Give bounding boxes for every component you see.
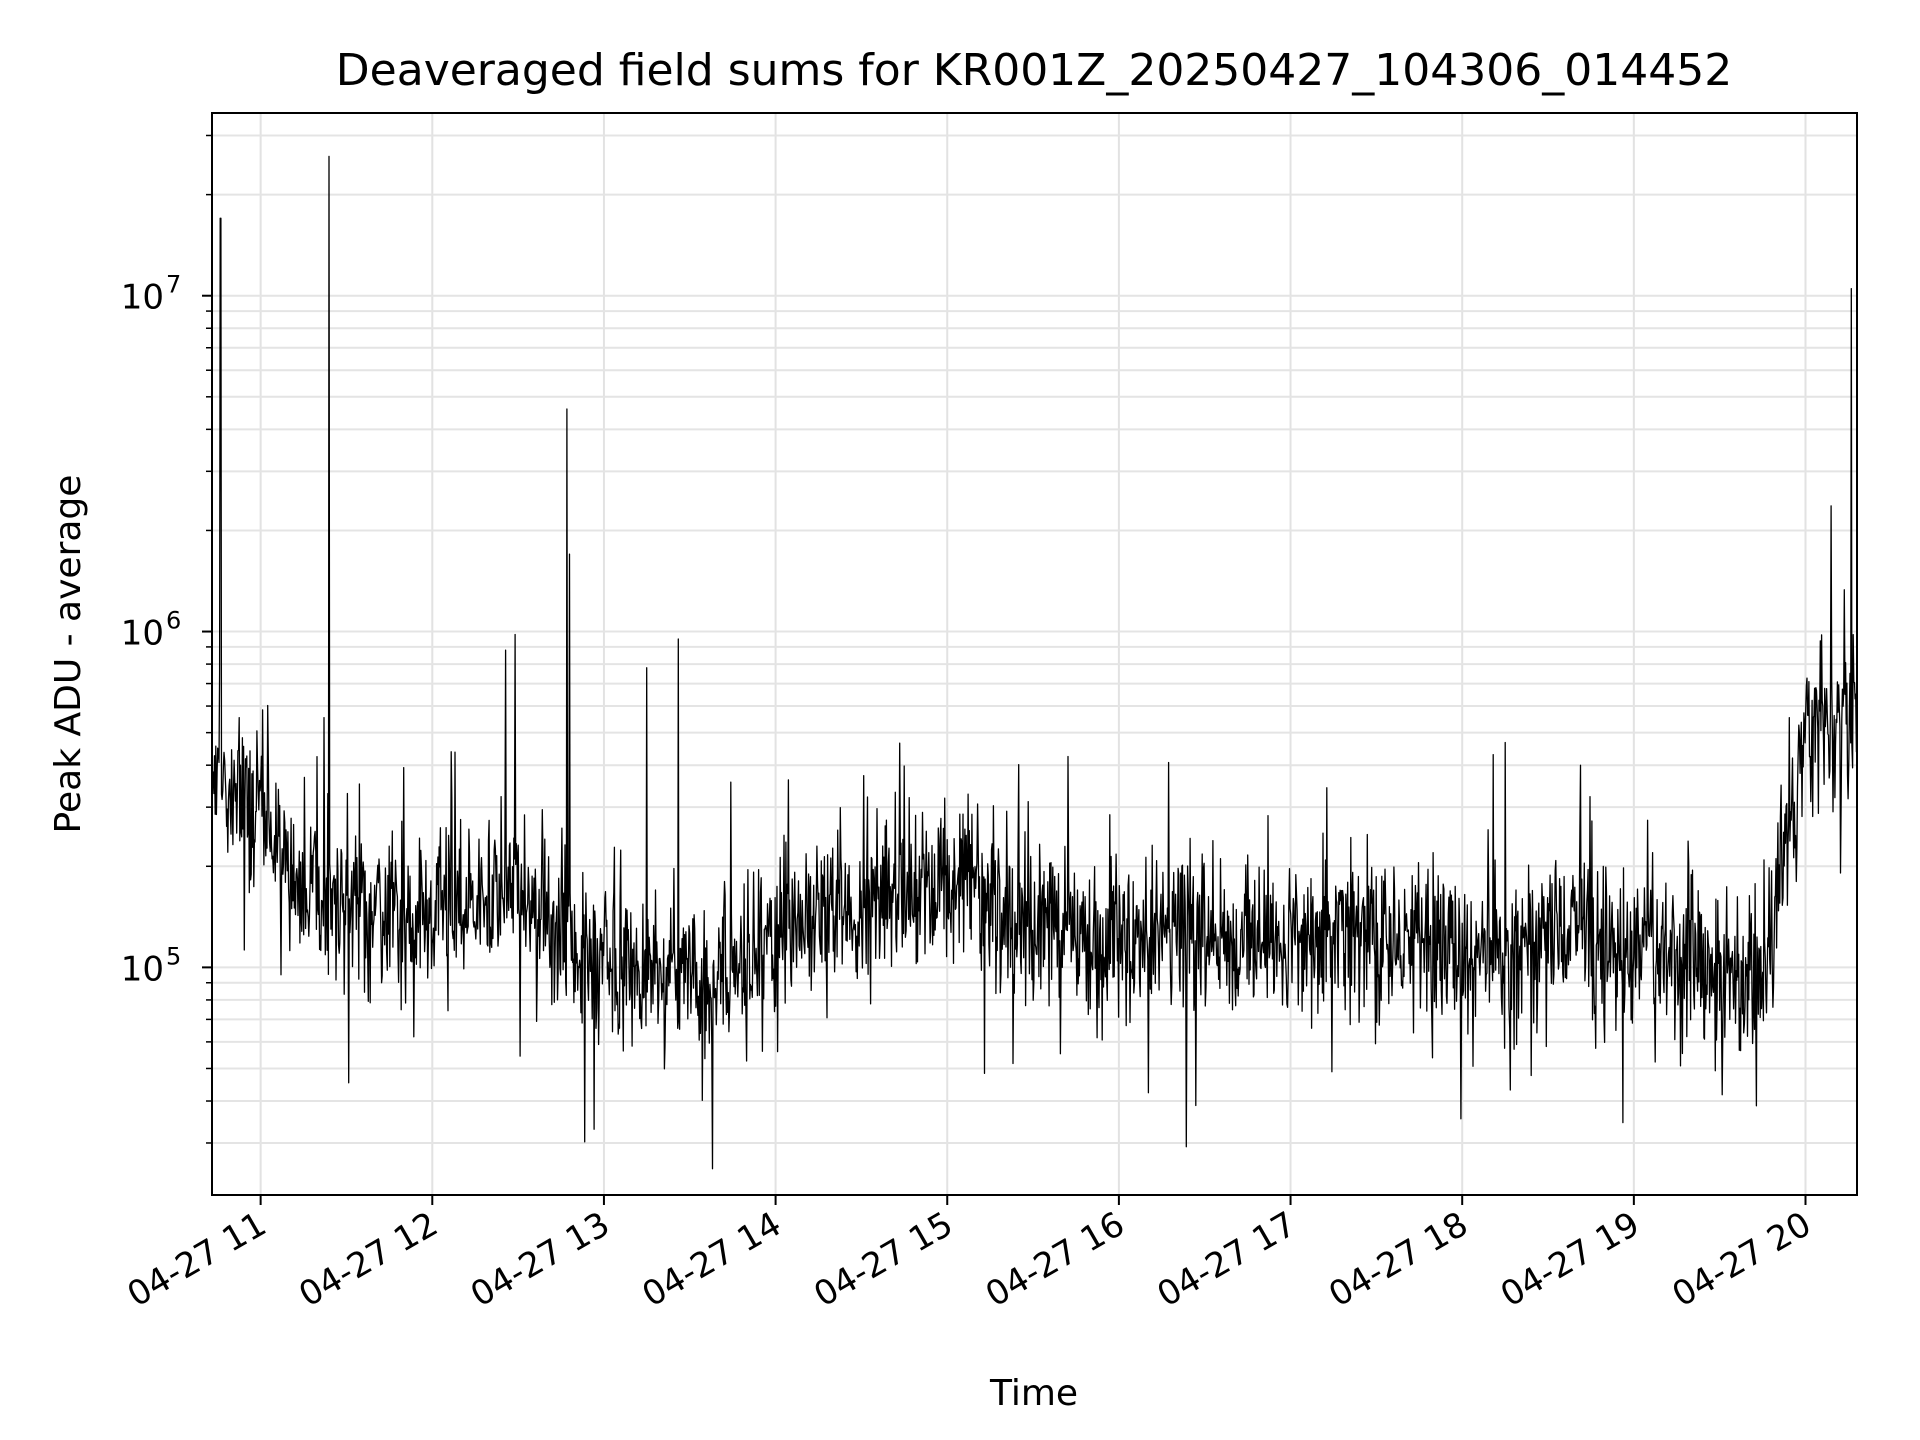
chart-title: Deaveraged field sums for KR001Z_2025042… (336, 45, 1732, 96)
y-tick-exponent: 6 (166, 607, 181, 635)
y-axis-label: Peak ADU - average (48, 475, 89, 834)
x-axis-label: Time (989, 1373, 1078, 1414)
y-tick-label: 10 (121, 949, 164, 989)
series-line (211, 155, 1858, 1170)
y-tick-exponent: 5 (166, 942, 181, 970)
y-tick-label: 10 (121, 278, 164, 318)
grid (212, 113, 1857, 1195)
data-line (211, 155, 1858, 1170)
plot-frame (211, 112, 1858, 1196)
y-tick-exponent: 7 (166, 271, 181, 299)
y-tick-label: 10 (121, 614, 164, 654)
